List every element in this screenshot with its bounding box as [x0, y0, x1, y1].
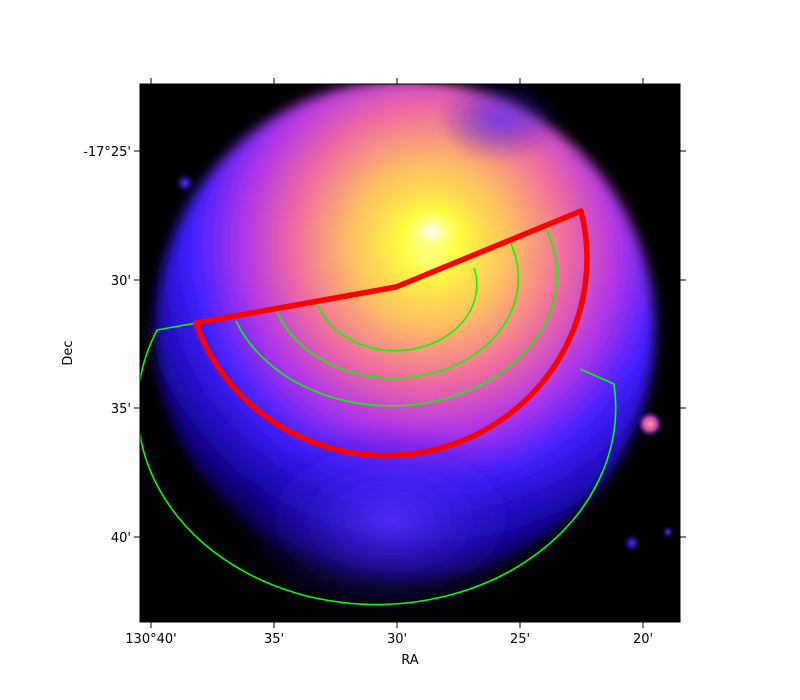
sky-image — [140, 84, 680, 622]
annulus-3 — [235, 227, 558, 407]
y-tick-label: -17°25' — [83, 145, 131, 160]
annulus-1 — [316, 267, 478, 352]
annulus-2 — [276, 243, 520, 379]
y-tick-label: 40' — [111, 531, 131, 546]
y-axis-label: Dec — [61, 340, 76, 365]
annulus-4-outer-sector — [140, 322, 617, 606]
plot-frame — [139, 83, 681, 623]
x-tick-label: 130°40' — [125, 632, 176, 647]
x-tick-label: 30' — [387, 632, 407, 647]
y-tick-label: 30' — [111, 274, 131, 289]
point-source-right — [637, 411, 663, 437]
x-tick-label: 25' — [510, 632, 530, 647]
point-source-bottom-right — [623, 534, 641, 552]
emission-lower-extension — [240, 425, 540, 615]
x-tick-label: 35' — [264, 632, 284, 647]
red-sector-outline — [193, 208, 590, 459]
point-source-left — [175, 173, 195, 193]
annulus-regions — [140, 227, 617, 606]
y-tick-label: 35' — [111, 402, 131, 417]
bright-core — [392, 198, 472, 266]
x-axis-label: RA — [401, 653, 419, 668]
emission-top-extension — [440, 84, 560, 160]
tick-marks — [134, 78, 686, 628]
point-source-edge — [662, 526, 674, 538]
x-tick-label: 20' — [633, 632, 653, 647]
